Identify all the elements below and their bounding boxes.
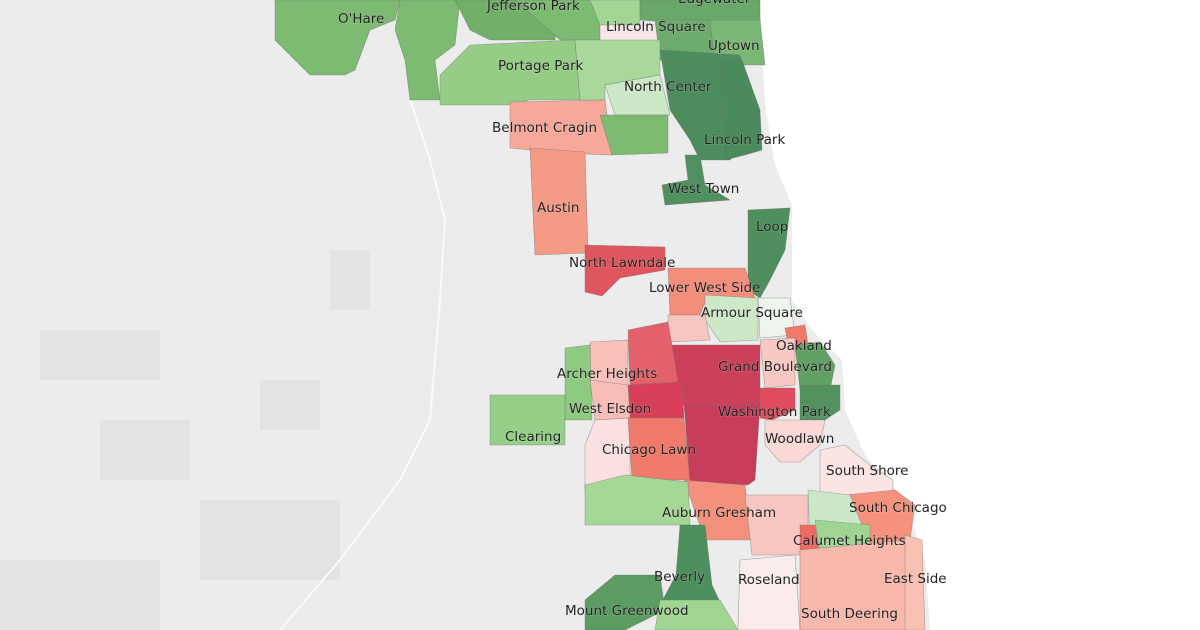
terrain-patch xyxy=(100,420,190,480)
community-area-grand-blvd[interactable] xyxy=(671,344,761,406)
community-area-gb-pink[interactable] xyxy=(759,337,796,389)
label-south-deering: South Deering xyxy=(801,606,898,622)
community-area-bottom-green[interactable] xyxy=(654,599,739,630)
label-north-center: North Center xyxy=(624,79,712,95)
label-oakland: Oakland xyxy=(776,338,832,354)
community-area-west-town[interactable] xyxy=(661,154,731,206)
community-area-woodlawn[interactable] xyxy=(764,419,826,463)
label-roseland: Roseland xyxy=(738,572,800,588)
label-edgewater: Edgewater xyxy=(678,0,751,7)
label-belmont-cragin: Belmont Cragin xyxy=(492,120,597,136)
lake-michigan xyxy=(760,0,1200,630)
label-south-chicago: South Chicago xyxy=(849,500,947,516)
community-areas[interactable] xyxy=(274,0,926,630)
label-loop: Loop xyxy=(756,219,788,235)
label-chicago-lawn: Chicago Lawn xyxy=(602,442,696,458)
community-area-roseland[interactable] xyxy=(737,554,801,630)
label-portage-park: Portage Park xyxy=(498,58,584,74)
label-west-town: West Town xyxy=(668,181,739,197)
community-area-green-strip-r[interactable] xyxy=(794,341,836,391)
community-area-belmont[interactable] xyxy=(509,99,613,156)
terrain-patch xyxy=(260,380,320,430)
community-area-south-deering[interactable] xyxy=(799,539,921,630)
label-auburn-gresham: Auburn Gresham xyxy=(662,505,776,521)
community-area-lincoln-park[interactable] xyxy=(719,59,763,161)
label-clearing: Clearing xyxy=(505,429,561,445)
label-jefferson-park: Jefferson Park xyxy=(486,0,580,14)
label-calumet-heights: Calumet Heights xyxy=(793,533,906,549)
area-labels: Edgewater O'Hare Jefferson Park Lincoln Squ… xyxy=(338,0,948,623)
label-south-shore: South Shore xyxy=(826,463,908,479)
terrain-patch xyxy=(200,500,340,580)
terrain-patch xyxy=(0,560,160,630)
terrain-patch xyxy=(40,330,160,380)
label-grand-boulevard: Grand Boulevard xyxy=(718,359,832,375)
label-west-elsdon: West Elsdon xyxy=(569,401,651,417)
community-area-englewood[interactable] xyxy=(683,404,761,486)
river xyxy=(279,99,447,630)
community-area-wash-park[interactable] xyxy=(759,387,796,421)
community-area-mt-greenwood[interactable] xyxy=(584,574,666,630)
community-area-clearing[interactable] xyxy=(489,394,566,446)
label-austin: Austin xyxy=(537,200,579,216)
community-area-green-dark-r[interactable] xyxy=(799,384,841,421)
label-lincoln-park: Lincoln Park xyxy=(704,132,785,148)
community-area-north-lawndale[interactable] xyxy=(584,244,666,297)
label-archer-heights: Archer Heights xyxy=(557,366,657,382)
label-uptown: Uptown xyxy=(708,38,760,54)
label-lower-west-side: Lower West Side xyxy=(649,280,760,296)
label-lincoln-square: Lincoln Square xyxy=(606,19,706,35)
community-area-east-side[interactable] xyxy=(904,534,926,630)
label-east-side: East Side xyxy=(884,571,947,587)
label-mount-greenwood: Mount Greenwood xyxy=(565,603,689,619)
community-area-ashburn[interactable] xyxy=(584,474,691,526)
community-area-ohare[interactable] xyxy=(274,0,401,76)
community-area-pale-green[interactable] xyxy=(604,74,671,116)
label-woodlawn: Woodlawn xyxy=(765,431,834,447)
community-area-crag-right[interactable] xyxy=(599,114,669,156)
label-o-hare: O'Hare xyxy=(338,11,384,27)
label-washington-park: Washington Park xyxy=(718,404,831,420)
label-beverly: Beverly xyxy=(654,569,705,585)
label-north-lawndale: North Lawndale xyxy=(569,255,675,271)
terrain-texture xyxy=(0,99,447,630)
label-armour-square: Armour Square xyxy=(701,305,803,321)
terrain-patch xyxy=(330,250,370,310)
